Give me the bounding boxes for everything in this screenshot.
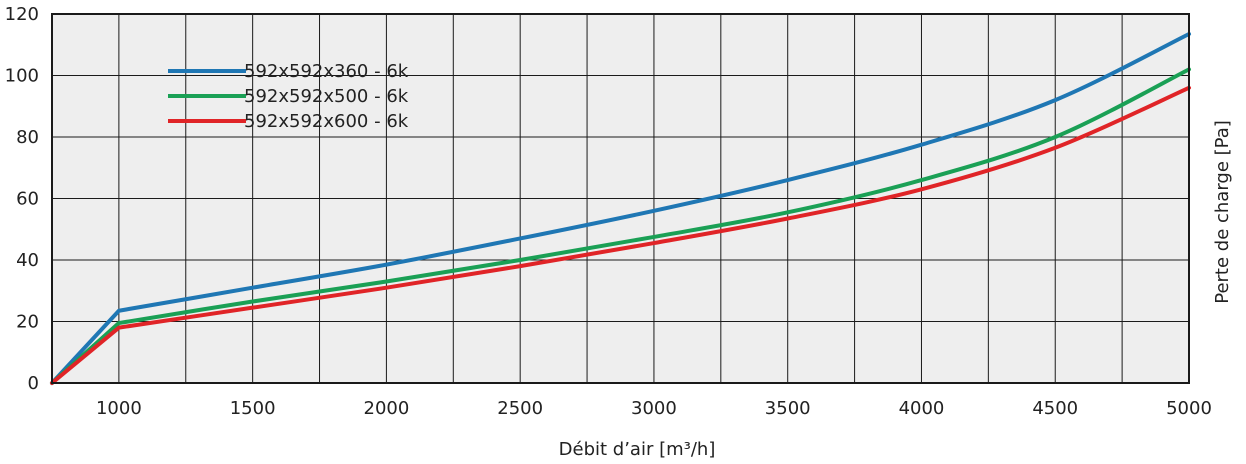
x-tick-label: 5000 [1166, 398, 1212, 419]
x-tick-label: 1500 [230, 398, 276, 419]
x-tick-label: 1000 [96, 398, 142, 419]
x-tick-label: 4000 [899, 398, 945, 419]
y-tick-label: 60 [16, 189, 39, 210]
y-axis-title: Perte de charge [Pa] [1212, 120, 1233, 304]
y-tick-label: 120 [5, 4, 39, 25]
y-tick-label: 20 [16, 312, 39, 333]
legend-label-3: 592x592x600 - 6k [244, 111, 409, 132]
y-tick-label: 80 [16, 127, 39, 148]
x-axis-title: Débit d’air [m³/h] [559, 439, 716, 460]
x-tick-label: 3000 [631, 398, 677, 419]
x-tick-label: 2500 [497, 398, 543, 419]
plot-frame [51, 13, 1190, 384]
series-line-3 [50, 85, 1191, 385]
series-lines [50, 31, 1191, 385]
grid [52, 14, 1189, 383]
x-tick-labels: 1000 1500 2000 2500 3000 3500 4000 4500 5000 [96, 398, 1212, 419]
legend-label-2: 592x592x500 - 6k [244, 86, 409, 107]
series-line-2 [50, 67, 1191, 385]
y-tick-labels: 0 20 40 60 80 100 120 [5, 4, 39, 394]
x-tick-label: 2000 [364, 398, 410, 419]
y-tick-label: 40 [16, 250, 39, 271]
y-tick-label: 100 [5, 66, 39, 87]
series-line-1 [50, 31, 1191, 385]
x-tick-label: 3500 [765, 398, 811, 419]
legend-label-1: 592x592x360 - 6k [244, 61, 409, 82]
x-tick-label: 4500 [1032, 398, 1078, 419]
legend: 592x592x360 - 6k 592x592x500 - 6k 592x592x… [168, 61, 409, 132]
y-tick-label: 0 [28, 373, 39, 394]
